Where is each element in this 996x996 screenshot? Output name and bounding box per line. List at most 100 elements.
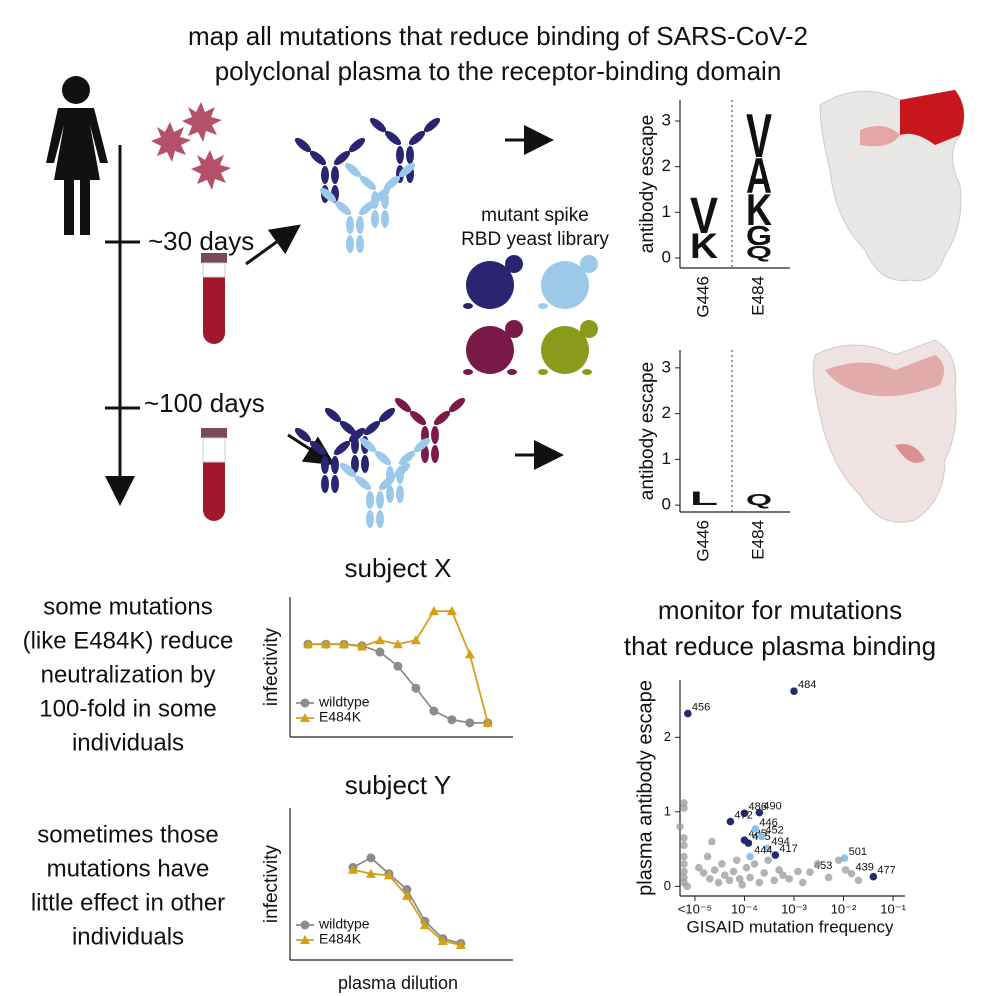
y-tick-label: 0 bbox=[664, 878, 671, 893]
scatter-point bbox=[813, 860, 822, 868]
scatter-point bbox=[751, 825, 760, 833]
point-label: 490 bbox=[763, 800, 781, 812]
chart-title: subject X bbox=[345, 553, 452, 583]
timepoint-label: ~30 days bbox=[148, 226, 254, 256]
data-point bbox=[482, 717, 493, 727]
scatter-point bbox=[764, 856, 772, 865]
data-point bbox=[419, 920, 430, 930]
scatter-point bbox=[708, 837, 716, 846]
scatter-point bbox=[684, 709, 692, 718]
logo-letter: V bbox=[746, 101, 772, 170]
title-line: map all mutations that reduce binding of… bbox=[188, 21, 808, 51]
scatter-point bbox=[725, 876, 734, 885]
scatter-point bbox=[806, 868, 814, 876]
scatter-point bbox=[785, 875, 793, 883]
point-label: 452 bbox=[765, 824, 783, 836]
note-line: individuals bbox=[72, 923, 184, 950]
scatter-point bbox=[720, 871, 729, 879]
antibodies bbox=[292, 115, 468, 528]
y-tick-label: 0 bbox=[662, 247, 671, 266]
logo-letter: K bbox=[746, 185, 772, 235]
scatter-point bbox=[680, 852, 688, 861]
scatter-point bbox=[738, 881, 746, 889]
x-tick-label: 10⁻⁴ bbox=[731, 901, 758, 916]
scatter-point bbox=[840, 854, 849, 862]
scatter-point bbox=[854, 876, 863, 885]
x-tick-label: E484 bbox=[748, 520, 767, 560]
data-point bbox=[447, 715, 457, 725]
scatter-point bbox=[744, 839, 753, 847]
scatter-point bbox=[732, 856, 741, 865]
y-tick-label: 1 bbox=[662, 449, 671, 468]
scatter-point bbox=[763, 844, 772, 853]
note-line: sometimes those bbox=[37, 821, 218, 848]
scatter-point bbox=[718, 860, 726, 868]
scatter-point bbox=[750, 860, 759, 868]
point-label: 484 bbox=[798, 679, 816, 691]
scatter-point bbox=[847, 869, 856, 878]
logo-letter: A bbox=[746, 149, 772, 205]
scatter-point bbox=[726, 817, 735, 826]
point-label: 501 bbox=[849, 846, 867, 858]
y-tick-label: 2 bbox=[664, 729, 671, 744]
scatter-point bbox=[710, 866, 719, 874]
scatter-point bbox=[779, 871, 787, 879]
note-line: some mutations bbox=[43, 593, 212, 620]
data-point bbox=[302, 639, 313, 649]
legend-marker bbox=[300, 935, 310, 944]
x-tick-label: 10⁻¹ bbox=[880, 901, 906, 916]
legend-marker bbox=[300, 713, 310, 722]
x-axis-label: plasma dilution bbox=[338, 973, 458, 993]
x-axis-label: GISAID mutation frequency bbox=[687, 917, 894, 936]
y-tick-label: 2 bbox=[662, 156, 671, 175]
y-tick-label: 1 bbox=[662, 202, 671, 221]
legend-label: wildtype bbox=[318, 916, 370, 932]
x-tick-label: 10⁻³ bbox=[781, 901, 807, 916]
note-line: individuals bbox=[72, 729, 184, 756]
scatter-point bbox=[755, 808, 764, 817]
data-point bbox=[437, 936, 448, 945]
scatter-point bbox=[714, 878, 723, 887]
scatter-point bbox=[794, 867, 802, 876]
y-tick-label: 3 bbox=[662, 110, 671, 129]
note-line: mutations have bbox=[47, 855, 210, 882]
data-point bbox=[365, 868, 376, 878]
y-axis-label: infectivity bbox=[261, 844, 282, 923]
scatter-point bbox=[706, 875, 714, 883]
note-line: little effect in other bbox=[31, 889, 225, 916]
data-point bbox=[320, 639, 331, 649]
data-point bbox=[465, 718, 475, 728]
scatter-point bbox=[869, 872, 878, 881]
data-point bbox=[446, 606, 457, 616]
scatter-point bbox=[695, 863, 703, 872]
arrows bbox=[245, 125, 564, 470]
x-tick-label: E484 bbox=[748, 276, 767, 316]
scatter-point bbox=[680, 867, 688, 876]
scatter-point bbox=[683, 882, 692, 891]
scatter-point bbox=[770, 876, 779, 885]
note-line: neutralization by bbox=[41, 661, 216, 688]
scatter-point bbox=[775, 866, 783, 874]
scatter-point bbox=[699, 869, 708, 877]
point-label: 439 bbox=[856, 862, 874, 874]
scatter-point bbox=[824, 873, 833, 882]
scatter-point bbox=[729, 867, 738, 876]
data-point bbox=[411, 683, 421, 693]
library-label: RBD yeast library bbox=[461, 229, 609, 250]
data-point bbox=[383, 870, 394, 880]
scatter-point bbox=[680, 834, 688, 842]
data-point bbox=[402, 885, 412, 895]
point-label: 417 bbox=[779, 843, 797, 855]
y-axis-label: antibody escape bbox=[637, 115, 658, 253]
logo-letter: V bbox=[690, 187, 719, 244]
y-axis-label: infectivity bbox=[261, 627, 282, 706]
scatter-point bbox=[680, 841, 688, 850]
data-point bbox=[410, 635, 421, 645]
data-point bbox=[347, 864, 358, 874]
series-line bbox=[352, 868, 462, 946]
y-tick-label: 1 bbox=[664, 803, 671, 818]
x-tick-label: <10⁻⁵ bbox=[678, 901, 712, 916]
scatter-point bbox=[680, 804, 688, 812]
point-label: 477 bbox=[877, 865, 895, 877]
note-line: (like E484K) reduce bbox=[23, 627, 234, 654]
